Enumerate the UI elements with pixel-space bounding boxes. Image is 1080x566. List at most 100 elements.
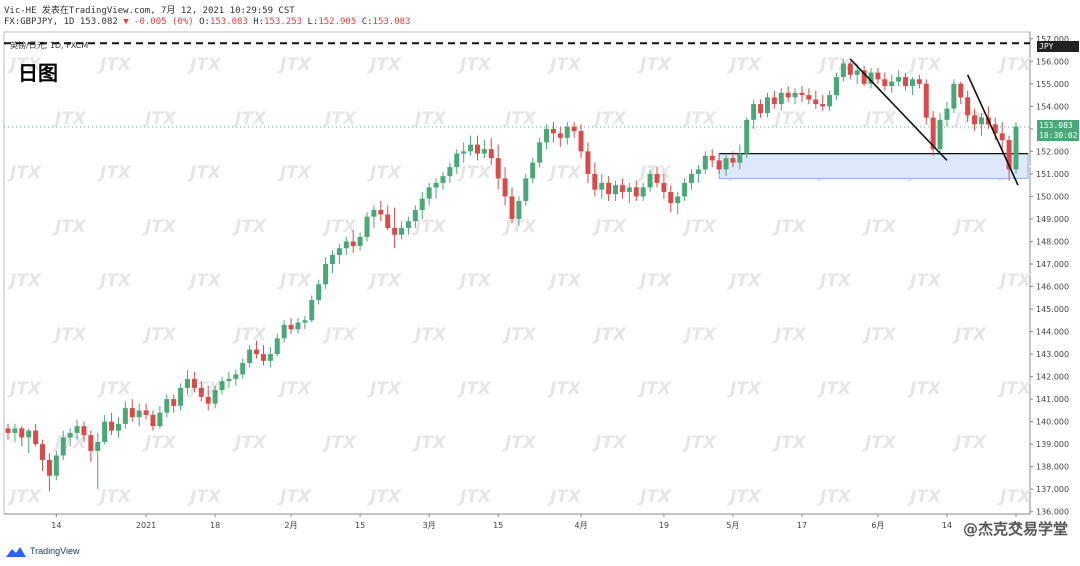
bg-watermark: JTX: [907, 379, 942, 399]
bg-watermark: JTX: [547, 487, 582, 507]
candle-body: [281, 324, 287, 339]
candle-body: [999, 133, 1005, 141]
candle-body: [178, 387, 184, 406]
candle-body: [751, 104, 757, 120]
candle-body: [488, 149, 494, 159]
candle-body: [537, 142, 543, 163]
bg-watermark: JTX: [412, 217, 447, 237]
period-label: 日图: [18, 61, 58, 85]
candle-body: [46, 459, 52, 476]
bg-watermark: JTX: [142, 325, 177, 345]
candle-body: [302, 320, 308, 323]
candle-body: [336, 248, 342, 255]
x-tick-label: 5月: [726, 521, 739, 530]
bg-watermark: JTX: [727, 271, 762, 291]
bg-watermark: JTX: [97, 55, 132, 75]
candle-body: [502, 178, 508, 197]
bg-watermark: JTX: [457, 379, 492, 399]
candle-body: [1006, 140, 1012, 170]
candle-body: [647, 173, 653, 188]
candle-body: [5, 428, 11, 433]
bg-watermark: JTX: [997, 271, 1032, 291]
candle-body: [412, 209, 418, 222]
candle-body: [295, 322, 301, 330]
bg-watermark: JTX: [907, 271, 942, 291]
bg-watermark: JTX: [322, 433, 357, 453]
candle-body: [419, 198, 425, 210]
candle-body: [516, 200, 522, 219]
bg-watermark: JTX: [502, 325, 537, 345]
candle-body: [343, 241, 349, 249]
y-tick-label: 147.000: [1036, 260, 1069, 269]
candle-body: [557, 133, 563, 138]
bg-watermark: JTX: [862, 217, 897, 237]
bg-watermark: JTX: [907, 55, 942, 75]
candle-body: [254, 349, 260, 355]
candle-body: [164, 399, 170, 413]
candle-body: [523, 178, 529, 201]
x-tick-label: 17: [797, 521, 807, 530]
downtrend-line-1: [849, 58, 948, 161]
x-tick-label: 6月: [871, 521, 884, 530]
candle-body: [274, 338, 280, 355]
candle-body: [260, 354, 266, 361]
y-tick-label: 136.000: [1036, 508, 1069, 517]
x-tick-label: 28: [1011, 521, 1021, 530]
tradingview-logo[interactable]: TradingView: [6, 545, 80, 557]
candle-body: [267, 354, 273, 361]
candle-body: [53, 455, 59, 476]
bg-watermark: JTX: [412, 109, 447, 129]
bg-watermark: JTX: [907, 487, 942, 507]
candle-body: [19, 428, 25, 438]
y-tick-label: 143.000: [1036, 350, 1069, 359]
y-tick-label: 139.000: [1036, 440, 1069, 449]
bg-watermark: JTX: [142, 433, 177, 453]
bg-watermark: JTX: [952, 109, 987, 129]
candle-body: [40, 444, 46, 460]
candle-body: [744, 119, 750, 154]
candle-body: [840, 63, 846, 78]
bg-watermark: JTX: [187, 271, 222, 291]
candle-body: [585, 151, 591, 174]
candle-body: [958, 83, 964, 98]
candle-body: [95, 441, 101, 451]
bg-watermark: JTX: [52, 109, 87, 129]
y-tick-label: 145.000: [1036, 305, 1069, 314]
candle-body: [764, 97, 770, 114]
candle-body: [737, 153, 743, 163]
bg-watermark: JTX: [547, 163, 582, 183]
downtrend-line-2: [966, 74, 1019, 186]
bg-watermark: JTX: [637, 487, 672, 507]
candle-body: [60, 437, 66, 456]
bg-watermark: JTX: [277, 379, 312, 399]
candle-body: [820, 104, 826, 107]
x-tick-label: 14: [942, 521, 952, 530]
candle-body: [81, 426, 87, 436]
y-tick-label: 156.000: [1036, 57, 1069, 66]
bg-watermark: JTX: [727, 379, 762, 399]
bg-watermark: JTX: [592, 217, 627, 237]
bg-watermark: JTX: [7, 487, 42, 507]
bg-watermark: JTX: [592, 109, 627, 129]
bg-watermark: JTX: [817, 379, 852, 399]
candle-body: [785, 92, 791, 98]
candle-body: [689, 173, 695, 183]
bg-watermark: JTX: [97, 379, 132, 399]
bg-watermark: JTX: [142, 217, 177, 237]
candle-body: [88, 435, 94, 451]
candle-body: [481, 149, 487, 154]
candle-body: [833, 77, 839, 96]
y-tick-label: 149.000: [1036, 215, 1069, 224]
y-tick-label: 148.000: [1036, 237, 1069, 246]
bg-watermark: JTX: [502, 217, 537, 237]
candle-body: [702, 155, 708, 170]
candle-body: [1013, 126, 1019, 170]
candle-body: [978, 117, 984, 125]
bg-watermark: JTX: [52, 433, 87, 453]
x-tick-label: 2021: [136, 521, 156, 530]
bg-watermark: JTX: [772, 109, 807, 129]
candle-body: [399, 227, 405, 235]
bg-watermark: JTX: [997, 487, 1032, 507]
bg-watermark: JTX: [7, 163, 42, 183]
